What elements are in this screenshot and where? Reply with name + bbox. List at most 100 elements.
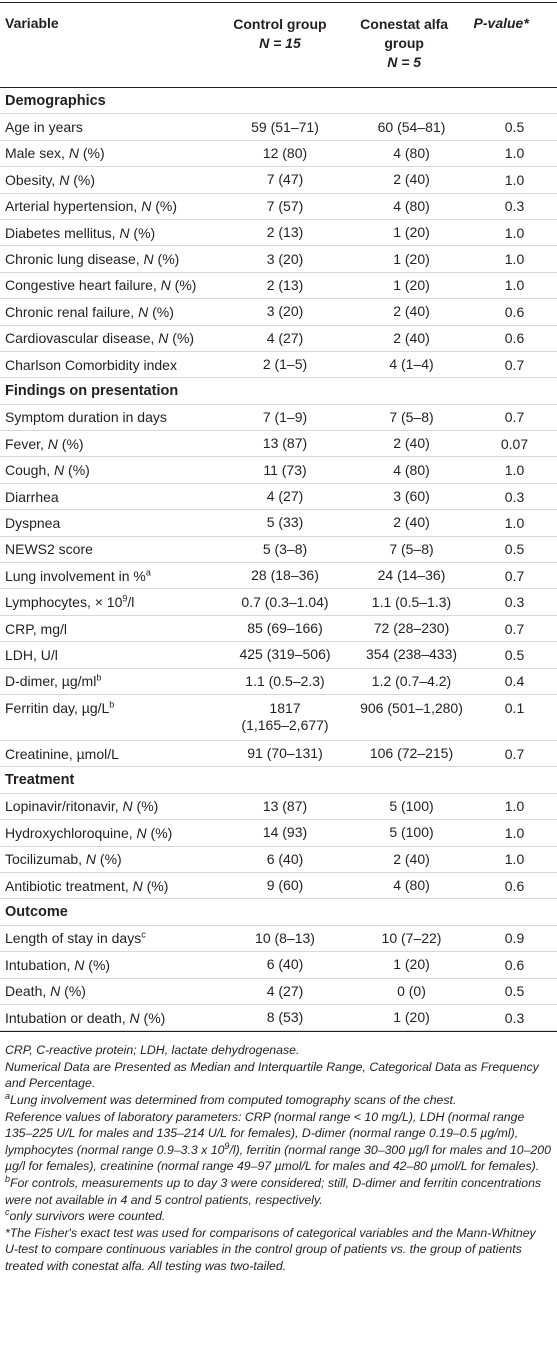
footnote-c-text: only survivors were counted.	[9, 1209, 166, 1224]
row-label: Congestive heart failure, N (%)	[0, 277, 219, 293]
table-row: Lung involvement in %a 28 (18–36) 24 (14–3…	[0, 563, 557, 590]
control-value: 10 (8–13)	[255, 929, 315, 946]
row-label-n: N	[68, 145, 79, 162]
footnote-a: aLung involvement was determined from co…	[5, 1091, 551, 1109]
control-value: 6 (40)	[266, 850, 304, 867]
footnote-a-text: Lung involvement was determined from com…	[10, 1093, 457, 1108]
conestat-value: 106 (72–215)	[369, 745, 454, 762]
section-outcome: Outcome	[0, 899, 557, 926]
table-row: Diabetes mellitus, N (%) 2 (13) 1 (20) 1.0	[0, 220, 557, 247]
section-treatment: Treatment	[0, 767, 557, 794]
row-label: Death, N (%)	[0, 983, 219, 999]
row-label-text: NEWS2 score	[5, 541, 93, 558]
control-value: 14 (93)	[262, 824, 308, 841]
row-label-n: N	[141, 198, 152, 215]
row-label-text: Diarrhea	[5, 488, 59, 505]
row-label-n: N	[129, 1009, 140, 1026]
table-body: Demographics Age in years 59 (51–71) 60 (5…	[0, 88, 557, 1032]
p-value: 1.0	[504, 224, 525, 241]
row-label-text: D-dimer, µg/ml	[5, 673, 97, 690]
conestat-value: 3 (60)	[393, 488, 430, 505]
footnote-numerical: Numerical Data are Presented as Median a…	[5, 1059, 539, 1091]
row-label-n: N	[85, 851, 97, 868]
row-label-text: Lung involvement in %	[5, 567, 146, 584]
control-value: 28 (18–36)	[251, 567, 319, 584]
p-value: 0.1	[504, 699, 525, 716]
row-label-text: Cough,	[5, 462, 55, 479]
row-label: Tocilizumab, N (%)	[0, 851, 219, 867]
row-label: CRP, mg/l	[0, 621, 219, 637]
control-value: 91 (70–131)	[247, 745, 323, 762]
p-value: 1.0	[504, 145, 525, 162]
row-label-n: N	[47, 435, 58, 452]
row-label-n: N	[59, 171, 70, 188]
row-label-suffix: (%)	[69, 171, 95, 188]
header-rule	[0, 87, 557, 88]
conestat-value: 0 (0)	[397, 982, 426, 999]
row-label: Chronic renal failure, N (%)	[0, 304, 219, 320]
row-label: Lung involvement in %a	[0, 568, 219, 584]
control-value: 7 (47)	[266, 171, 304, 188]
p-value: 0.6	[504, 877, 525, 894]
table-header-row: Variable Control group N = 15 Conestat a…	[0, 3, 557, 87]
table-row: Fever, N (%) 13 (87) 2 (40) 0.07	[0, 431, 557, 458]
control-value: 3 (20)	[266, 250, 304, 267]
table-row: Arterial hypertension, N (%) 7 (57) 4 (80)…	[0, 194, 557, 220]
row-label-text: Creatinine, µmol/L	[5, 745, 119, 762]
row-label-text: CRP, mg/l	[5, 620, 67, 637]
p-value: 0.5	[504, 541, 525, 558]
table-row: Diarrhea 4 (27) 3 (60) 0.3	[0, 484, 557, 511]
row-label: Lymphocytes, × 109/l	[0, 594, 219, 610]
row-label-text: Male sex,	[5, 145, 69, 162]
control-value: 7 (57)	[266, 197, 304, 214]
conestat-value: 5 (100)	[389, 797, 434, 814]
row-label-suffix: (%)	[170, 277, 197, 294]
control-value: 1.1 (0.5–2.3)	[245, 672, 325, 689]
row-label: NEWS2 score	[0, 541, 219, 557]
results-table: Variable Control group N = 15 Conestat a…	[0, 2, 557, 1275]
conestat-value: 1.2 (0.7–4.2)	[371, 672, 452, 689]
p-value: 1.0	[504, 171, 525, 188]
table-footnotes: CRP, C-reactive protein; LDH, lactate de…	[0, 1042, 557, 1274]
table-row: LDH, U/l 425 (319–506) 354 (238–433) 0.5	[0, 642, 557, 669]
footnote-reference-values: Reference values of laboratory parameter…	[5, 1109, 551, 1175]
row-label-text: Intubation,	[5, 956, 75, 973]
control-value: 425 (319–506)	[239, 646, 331, 663]
header-conestat-line2: group	[384, 35, 424, 51]
row-label: Lopinavir/ritonavir, N (%)	[0, 798, 219, 814]
p-value: 0.7	[504, 745, 525, 762]
row-label: Cardiovascular disease, N (%)	[0, 330, 219, 346]
conestat-value: 2 (40)	[393, 435, 430, 452]
control-value: 2 (13)	[266, 224, 304, 241]
row-label-text: Intubation or death,	[5, 1009, 130, 1026]
control-value: 1817 (1,165–2,677)	[219, 700, 351, 734]
row-label: Dyspnea	[0, 515, 219, 531]
table-row: Hydroxychloroquine, N (%) 14 (93) 5 (100) 1…	[0, 820, 557, 847]
header-pvalue: P-value*	[473, 15, 529, 31]
row-label-sup: c	[141, 929, 146, 940]
footnote-b: bFor controls, measurements up to day 3 …	[5, 1174, 551, 1208]
row-label-text: Dyspnea	[5, 514, 61, 531]
footnote-b-text: For controls, measurements up to day 3 w…	[5, 1176, 542, 1207]
control-value: 5 (33)	[266, 514, 304, 531]
row-label: Hydroxychloroquine, N (%)	[0, 825, 219, 841]
row-label-suffix: (%)	[64, 462, 90, 479]
footnote-c: conly survivors were counted.	[5, 1208, 551, 1225]
conestat-value: 906 (501–1,280)	[360, 699, 463, 716]
conestat-value: 5 (100)	[389, 824, 434, 841]
header-control-line2: N = 15	[259, 35, 301, 51]
table-row: Age in years 59 (51–71) 60 (54–81) 0.5	[0, 114, 557, 141]
row-label-suffix: (%)	[153, 251, 180, 268]
p-value: 1.0	[504, 514, 525, 531]
row-label: Arterial hypertension, N (%)	[0, 198, 219, 214]
row-label-text: Age in years	[5, 119, 83, 136]
row-label: Male sex, N (%)	[0, 145, 219, 161]
row-label-n: N	[158, 330, 169, 347]
table-row: Cardiovascular disease, N (%) 4 (27) 2 (40…	[0, 326, 557, 352]
table-row: NEWS2 score 5 (3–8) 7 (5–8) 0.5	[0, 537, 557, 564]
row-label-n: N	[50, 983, 61, 1000]
row-label-suffix: (%)	[96, 851, 122, 868]
row-label: Creatinine, µmol/L	[0, 746, 219, 762]
row-label-text: Congestive heart failure,	[5, 277, 161, 294]
row-label: Fever, N (%)	[0, 436, 219, 452]
